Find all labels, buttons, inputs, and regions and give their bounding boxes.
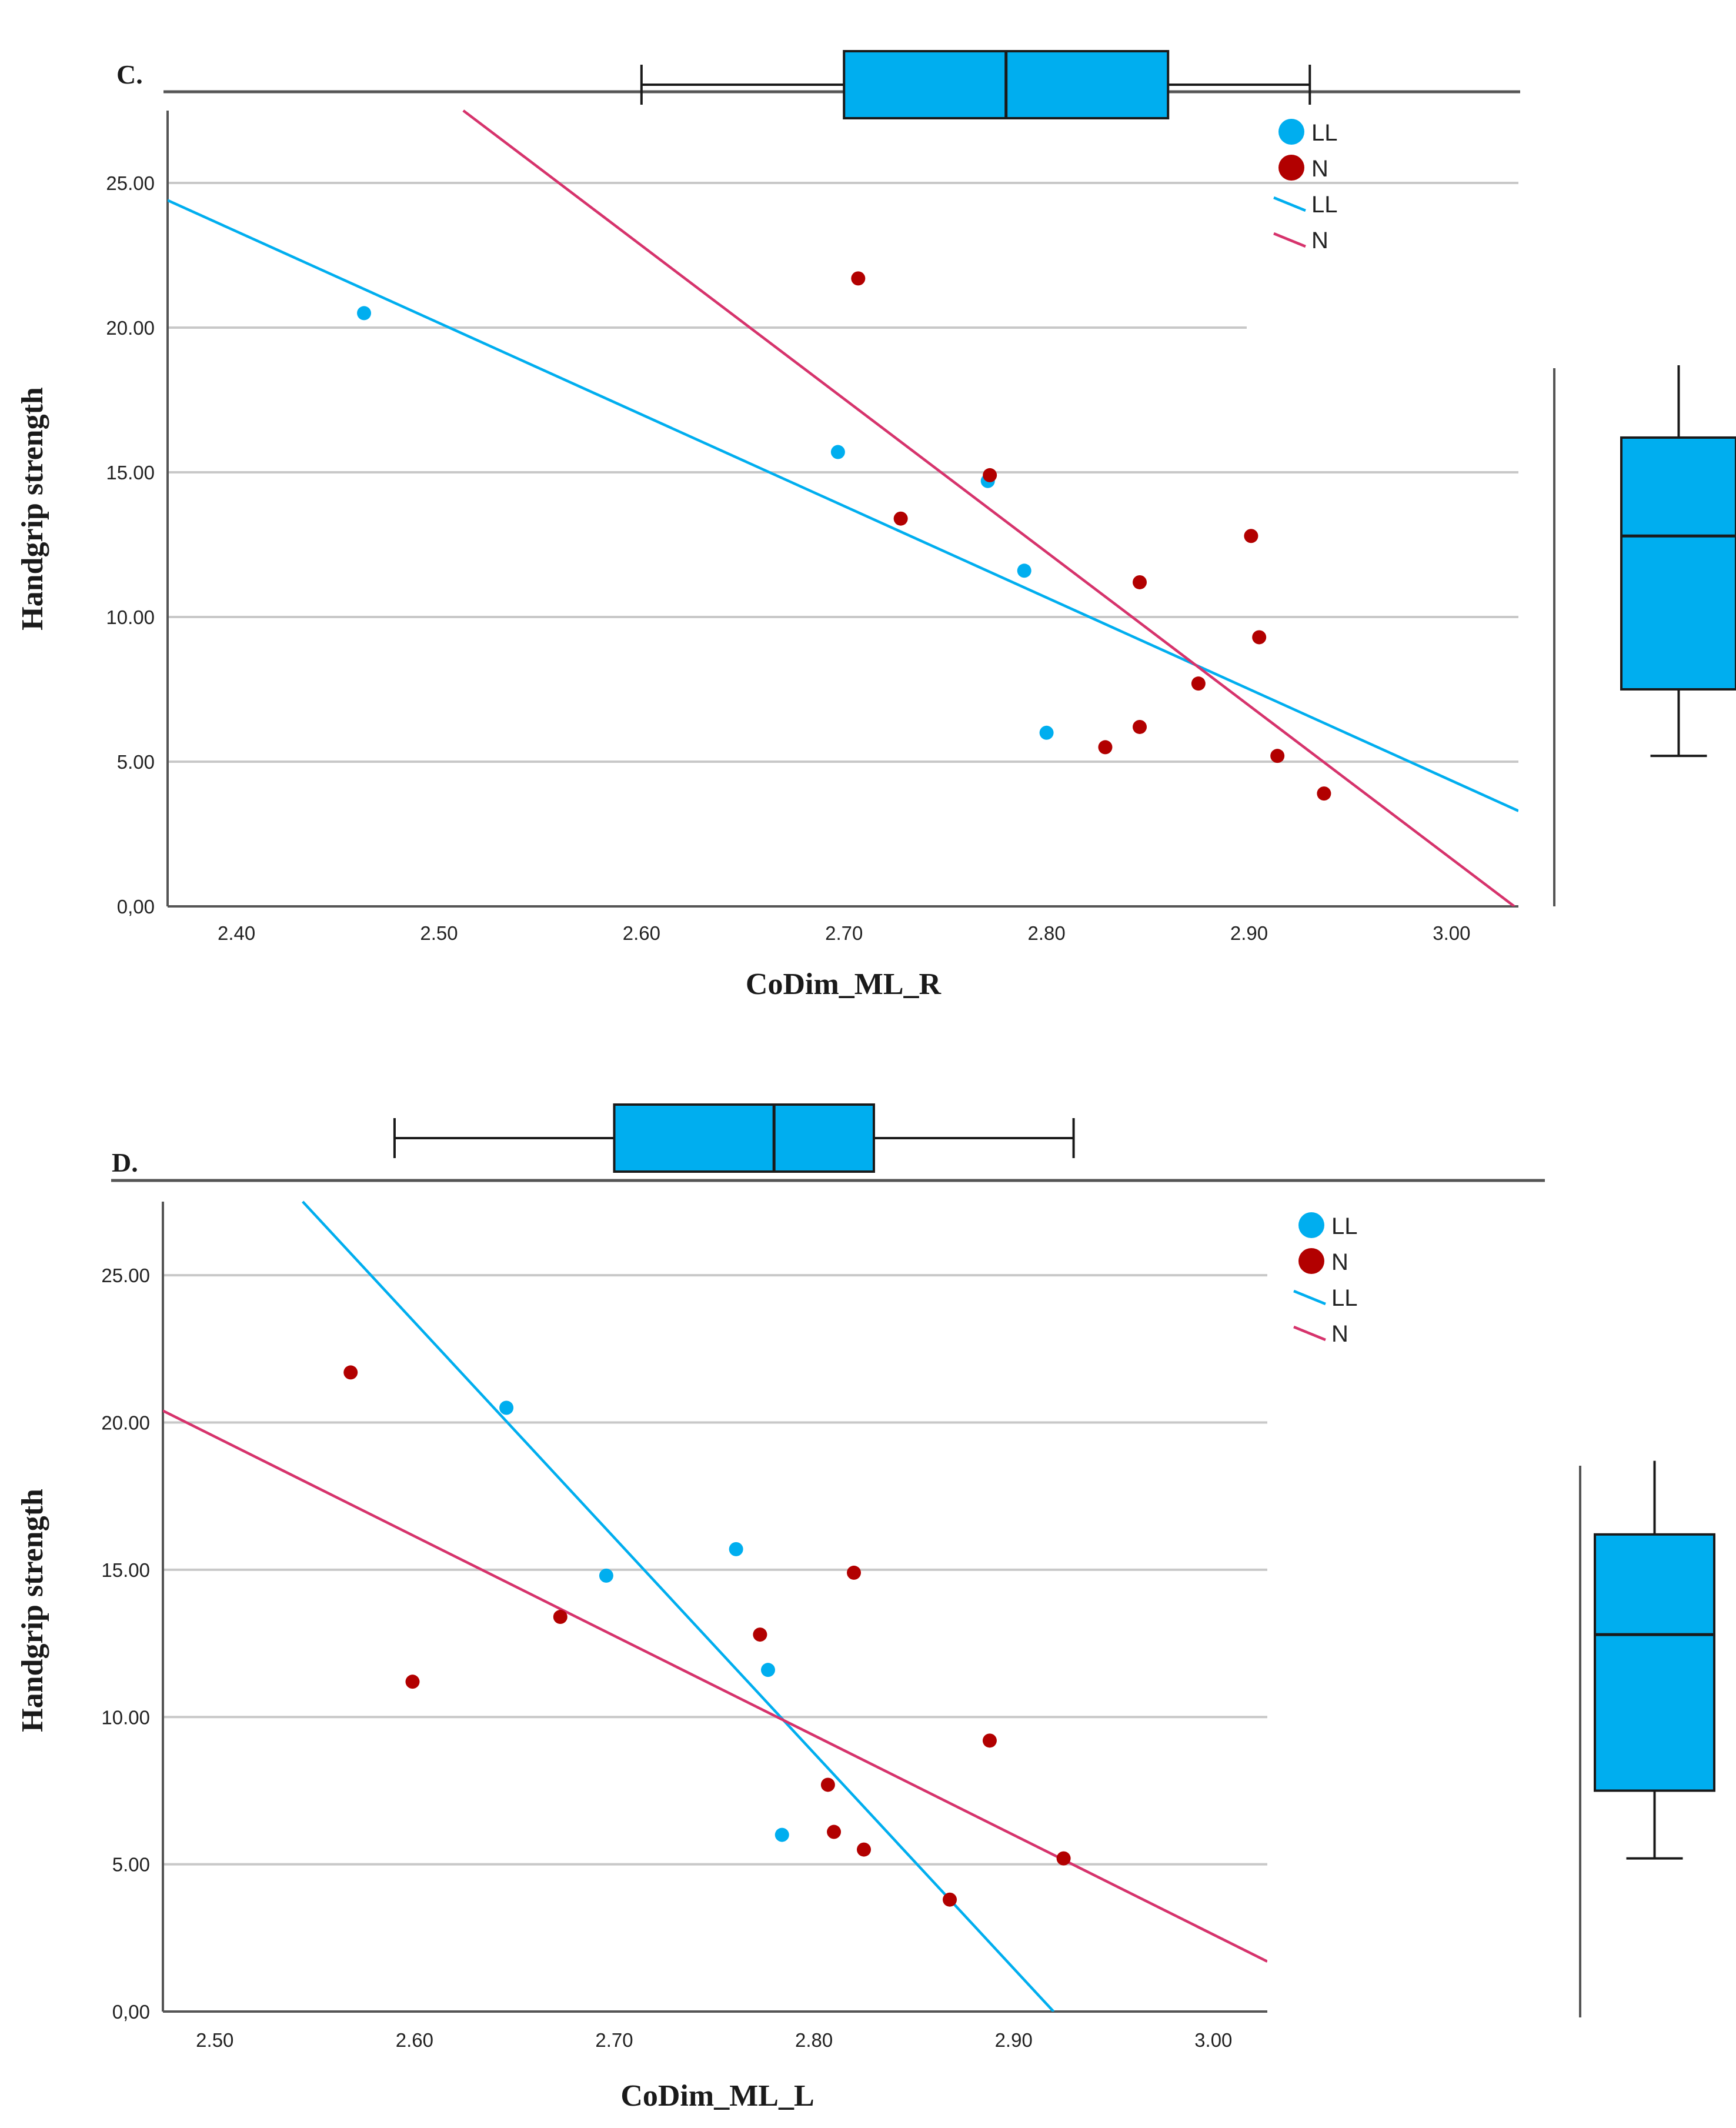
legend: LL N LL N xyxy=(1293,1212,1358,1347)
y-tick-label: 10.00 xyxy=(101,1706,150,1728)
data-point-n xyxy=(943,1892,957,1907)
data-point-ll xyxy=(357,306,372,321)
x-tick-label: 2.90 xyxy=(995,2029,1033,2051)
panel-label: D. xyxy=(112,1148,138,1178)
y-box xyxy=(1620,436,1736,691)
x-tick-label: 3.00 xyxy=(1433,922,1470,944)
y-tick-label: 10.00 xyxy=(106,606,155,628)
y-tick-label: 15.00 xyxy=(101,1559,150,1581)
x-tick-label: 2.70 xyxy=(825,922,863,944)
fit-lines xyxy=(168,109,1518,906)
y-tick-label: 5.00 xyxy=(112,1854,150,1876)
data-point-n xyxy=(1270,749,1285,763)
data-point-n xyxy=(827,1825,842,1839)
fit-line-ll xyxy=(302,1200,1055,2012)
x-tick-label: 2.60 xyxy=(623,922,660,944)
x-tick-label: 2.80 xyxy=(1027,922,1065,944)
x-tick-label: 2.70 xyxy=(595,2029,633,2051)
y-tick-label: 20.00 xyxy=(106,317,155,339)
y-axis-title: Handgrip strength xyxy=(16,1489,49,1732)
legend-label: LL xyxy=(1331,1213,1358,1239)
panel-c: 0,00 5.00 10.00 15.00 20.00 25.00 2.40 2.50 2.60… xyxy=(16,50,1736,1001)
legend: LL N LL N xyxy=(1273,119,1338,254)
x-tick-label: 3.00 xyxy=(1194,2029,1232,2051)
data-point-n xyxy=(405,1675,420,1689)
x-tick-label: 2.80 xyxy=(795,2029,833,2051)
legend-label: N xyxy=(1311,156,1328,182)
fit-line-n xyxy=(462,109,1515,906)
data-point-n xyxy=(1133,719,1147,734)
data-point-n xyxy=(851,271,866,286)
legend-marker-n xyxy=(1298,1248,1324,1274)
legend-marker-ll xyxy=(1278,119,1304,145)
data-point-n xyxy=(893,511,908,526)
data-point-n xyxy=(982,1733,997,1748)
data-point-n xyxy=(983,468,997,482)
data-point-n xyxy=(1252,630,1267,645)
x-box xyxy=(613,1103,875,1173)
data-point-ll xyxy=(1017,563,1031,578)
x-tick-label: 2.50 xyxy=(196,2029,233,2051)
x-tick-label: 2.60 xyxy=(396,2029,433,2051)
data-point-ll xyxy=(1039,725,1054,740)
legend-label: LL xyxy=(1331,1285,1358,1311)
legend-label: LL xyxy=(1311,120,1338,146)
data-point-n xyxy=(820,1777,835,1792)
y-tick-label: 25.00 xyxy=(106,172,155,194)
x-tick-label: 2.40 xyxy=(218,922,255,944)
data-point-n xyxy=(1098,740,1113,755)
legend-label: N xyxy=(1331,1321,1348,1347)
data-point-n xyxy=(343,1365,358,1380)
y-tick-label: 0,00 xyxy=(112,2001,150,2023)
legend-marker-n xyxy=(1278,155,1304,181)
y-tick-label: 25.00 xyxy=(101,1265,150,1286)
legend-line-ll xyxy=(1273,196,1306,212)
data-point-n xyxy=(1191,676,1206,691)
data-point-n xyxy=(753,1627,767,1642)
y-tick-label: 0,00 xyxy=(117,896,155,918)
data-point-ll xyxy=(830,445,845,459)
data-point-n xyxy=(553,1610,567,1625)
panel-d: 0,00 5.00 10.00 15.00 20.00 25.00 2.50 2.60 2.70… xyxy=(16,1103,1715,2113)
y-tick-label: 20.00 xyxy=(101,1412,150,1434)
fit-lines xyxy=(163,1200,1267,2012)
legend-line-ll xyxy=(1293,1289,1326,1306)
x-tick-label: 2.50 xyxy=(420,922,458,944)
data-point-n xyxy=(1056,1851,1071,1866)
data-point-ll xyxy=(760,1663,775,1677)
fit-line-n xyxy=(163,1409,1267,1963)
data-point-ll xyxy=(499,1400,514,1415)
legend-label: N xyxy=(1311,228,1328,254)
x-tick-label: 2.90 xyxy=(1230,922,1268,944)
legend-line-n xyxy=(1293,1325,1326,1342)
data-point-ll xyxy=(599,1568,613,1583)
data-point-n xyxy=(1317,786,1331,801)
y-axis-title: Handgrip strength xyxy=(16,387,49,631)
y-box xyxy=(1594,1533,1715,1792)
data-point-ll xyxy=(729,1542,743,1556)
legend-label: LL xyxy=(1311,192,1338,218)
y-tick-label: 5.00 xyxy=(117,751,155,773)
data-point-n xyxy=(1133,575,1147,589)
data-point-n xyxy=(1244,529,1258,543)
legend-marker-ll xyxy=(1298,1212,1324,1238)
panel-label: C. xyxy=(116,59,143,89)
y-tick-label: 15.00 xyxy=(106,462,155,483)
data-point-n xyxy=(847,1565,862,1580)
fit-line-ll xyxy=(168,199,1518,812)
x-axis-title: CoDim_ML_L xyxy=(620,2079,814,2113)
x-axis-title: CoDim_ML_R xyxy=(746,968,942,1001)
data-point-ll xyxy=(774,1827,789,1842)
legend-line-n xyxy=(1273,232,1306,248)
legend-label: N xyxy=(1331,1249,1348,1275)
data-point-n xyxy=(857,1842,872,1857)
